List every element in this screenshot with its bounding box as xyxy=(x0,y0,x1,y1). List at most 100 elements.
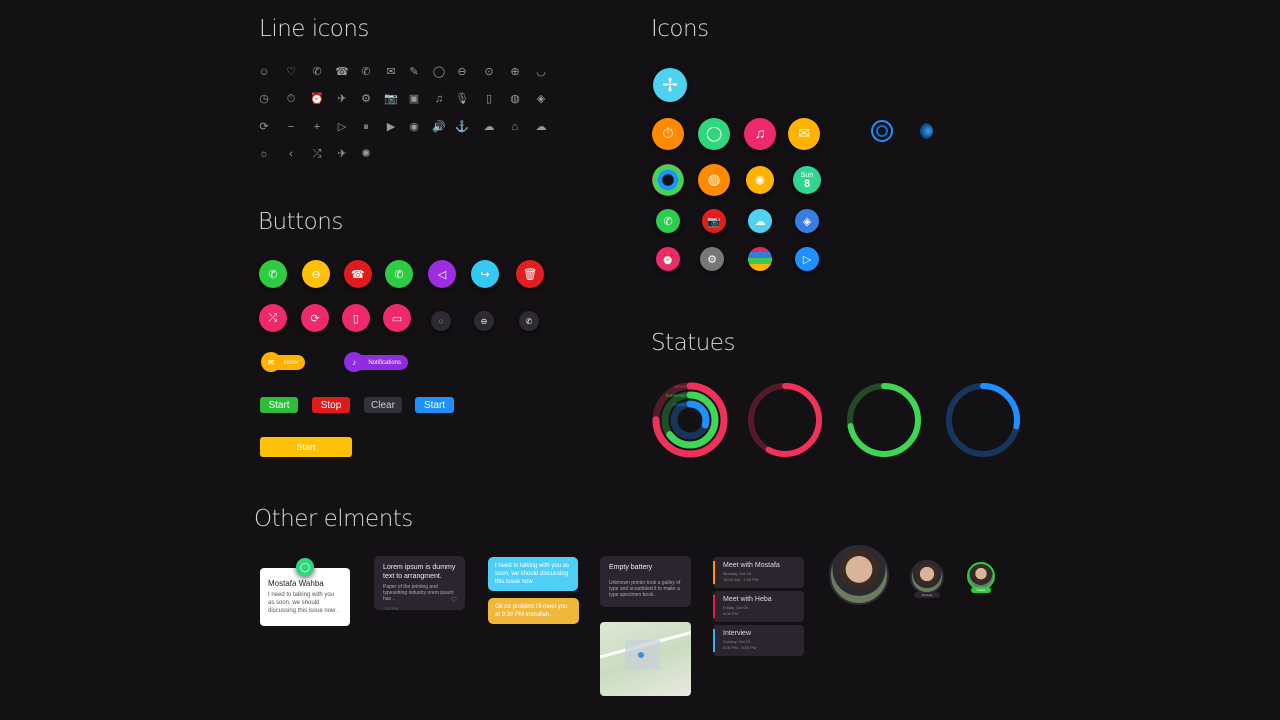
event-card[interactable]: Meet with Mostafa Monday, Oct 05 10:00 AM … xyxy=(713,557,804,588)
shuffle-icon: ⤮ xyxy=(268,311,278,324)
world-clock-icon: ◍ xyxy=(707,172,721,188)
camera-icon: 📷 xyxy=(707,215,721,228)
world-clock-app[interactable]: ◍ xyxy=(698,164,730,196)
phone-device-button[interactable]: ▯ xyxy=(342,304,370,332)
line-icon: ▣ xyxy=(408,93,420,105)
stop-button[interactable]: Stop xyxy=(312,397,350,413)
line-icon: ◈ xyxy=(536,93,546,105)
play-icon: ▷ xyxy=(802,253,812,266)
bell-icon: ♪ xyxy=(344,352,364,372)
line-icon: ✈ xyxy=(337,148,347,160)
map-thumbnail[interactable] xyxy=(600,622,691,696)
hang-up-icon: ☎ xyxy=(351,268,365,281)
notifications-pill-button[interactable]: ♪ Notifications xyxy=(344,352,408,372)
line-icon: + xyxy=(313,121,321,133)
incoming-chat-bubble: I need to talking with you as soon, we s… xyxy=(488,557,578,591)
activity-app[interactable] xyxy=(652,164,684,196)
event-color-bar xyxy=(713,561,715,584)
messages-app[interactable]: ◯ xyxy=(698,118,730,150)
event-date: Sunday, Oct 21 xyxy=(723,639,751,644)
line-icon: ✆ xyxy=(361,66,371,78)
ring-progress xyxy=(652,382,728,458)
ring-progress xyxy=(946,383,1020,457)
avatar-large[interactable] xyxy=(829,545,889,605)
camera-app[interactable]: 📷 xyxy=(702,209,726,233)
status-rings: MOVE EXERCISE STAND xyxy=(652,382,1020,458)
play-app[interactable]: ▷ xyxy=(795,247,819,271)
phone-button[interactable]: ✆ xyxy=(259,260,287,288)
message-card[interactable]: Lorem ipsum is dummy text to arrangment.… xyxy=(374,556,465,611)
ring-label: MOVE xyxy=(674,384,686,389)
line-icon: ✎ xyxy=(409,66,419,78)
trash-button[interactable]: 🗑 xyxy=(516,260,544,288)
calendar-date: 8 xyxy=(803,178,811,190)
settings-app[interactable]: ⚙ xyxy=(700,247,724,271)
music-app[interactable]: ♫ xyxy=(744,118,776,150)
event-time: 10:00 AM - 1:00 PM xyxy=(723,577,759,582)
inbox-label: Inbox xyxy=(283,359,298,366)
inbox-icon: ✉ xyxy=(261,352,281,372)
mail-app[interactable]: ✉ xyxy=(788,118,820,150)
phone-button[interactable]: ✆ xyxy=(385,260,413,288)
weather-app[interactable]: ☁ xyxy=(748,209,772,233)
ring-label: STAND xyxy=(673,402,686,407)
windmill-icon[interactable]: ✢ xyxy=(653,68,687,102)
inbox-pill-button[interactable]: ✉ Inbox xyxy=(261,352,305,372)
avatar-small[interactable] xyxy=(967,562,995,590)
photos-icon: ✺ xyxy=(754,173,766,188)
speaker-button[interactable]: ◁ xyxy=(428,260,456,288)
event-card[interactable]: Meet with Heba Friday, Oct 05 6:00 PM xyxy=(713,591,804,622)
ring-label: EXERCISE xyxy=(666,393,687,398)
message-time: 7:20 PM xyxy=(383,606,398,611)
empty-battery-card[interactable]: Empty battery Unknown printer took a gal… xyxy=(600,556,691,607)
chat-button[interactable]: ◌ xyxy=(431,311,451,331)
minus-button[interactable]: ⊖ xyxy=(302,260,330,288)
settings-icon: ⚙ xyxy=(707,253,717,266)
event-title: Meet with Heba xyxy=(723,596,772,603)
minus-button[interactable]: ⊖ xyxy=(474,311,494,331)
start-button-green[interactable]: Start xyxy=(260,397,298,413)
line-icon: ⤮ xyxy=(312,148,322,160)
alarm-app[interactable]: ⏰ xyxy=(656,247,680,271)
start-button-large[interactable]: Start xyxy=(260,437,352,457)
line-icon: ⏰ xyxy=(310,93,324,105)
line-icon: ☺ xyxy=(258,66,270,78)
chat-icon: ◌ xyxy=(438,316,444,326)
shuffle-button[interactable]: ⤮ xyxy=(259,304,287,332)
photos-app[interactable]: ✺ xyxy=(746,166,774,194)
notification-card[interactable]: Mostafa Wahba I need to talking with you… xyxy=(260,568,350,626)
location-pin-icon xyxy=(638,652,644,658)
phone-button[interactable]: ✆ xyxy=(519,311,539,331)
line-icon: ♡ xyxy=(286,66,296,78)
event-color-bar xyxy=(713,629,715,652)
maps-icon: ◈ xyxy=(802,215,812,228)
event-time: 5:00 PM - 9:00 PM xyxy=(723,645,757,650)
maps-app[interactable]: ◈ xyxy=(795,209,819,233)
phone-device-icon: ▯ xyxy=(352,312,360,325)
stocks-app[interactable] xyxy=(748,247,772,271)
notification-message: I need to talking with you as soon, we s… xyxy=(268,592,339,614)
line-icon: ‹ xyxy=(289,148,293,160)
start-button-blue[interactable]: Start xyxy=(415,397,454,413)
line-icon: ⊖ xyxy=(457,66,467,78)
event-card[interactable]: Interview Sunday, Oct 21 5:00 PM - 9:00 PM xyxy=(713,625,804,656)
heart-icon[interactable]: ♡ xyxy=(450,597,457,604)
moon-icon xyxy=(917,123,933,139)
phone-app[interactable]: ✆ xyxy=(656,209,680,233)
section-title-statues: Statues xyxy=(651,330,735,356)
weather-icon: ☁ xyxy=(754,215,766,228)
calendar-app[interactable]: Sun 8 xyxy=(793,166,821,194)
section-title-other-elements: Other elments xyxy=(254,506,413,532)
avatar-medium[interactable] xyxy=(910,560,944,594)
timer-app[interactable]: ⏱ xyxy=(652,118,684,150)
refresh-button[interactable]: ⟳ xyxy=(301,304,329,332)
cast-button[interactable]: ▭ xyxy=(383,304,411,332)
line-icon: ▶ xyxy=(386,121,396,133)
notifications-label: Notifications xyxy=(368,359,401,366)
line-icon: ☎ xyxy=(335,66,349,78)
event-date: Monday, Oct 05 xyxy=(723,571,751,576)
share-button[interactable]: ↪ xyxy=(471,260,499,288)
line-icon: ◷ xyxy=(259,93,269,105)
clear-button[interactable]: Clear xyxy=(364,397,402,413)
hang-up-button[interactable]: ☎ xyxy=(344,260,372,288)
